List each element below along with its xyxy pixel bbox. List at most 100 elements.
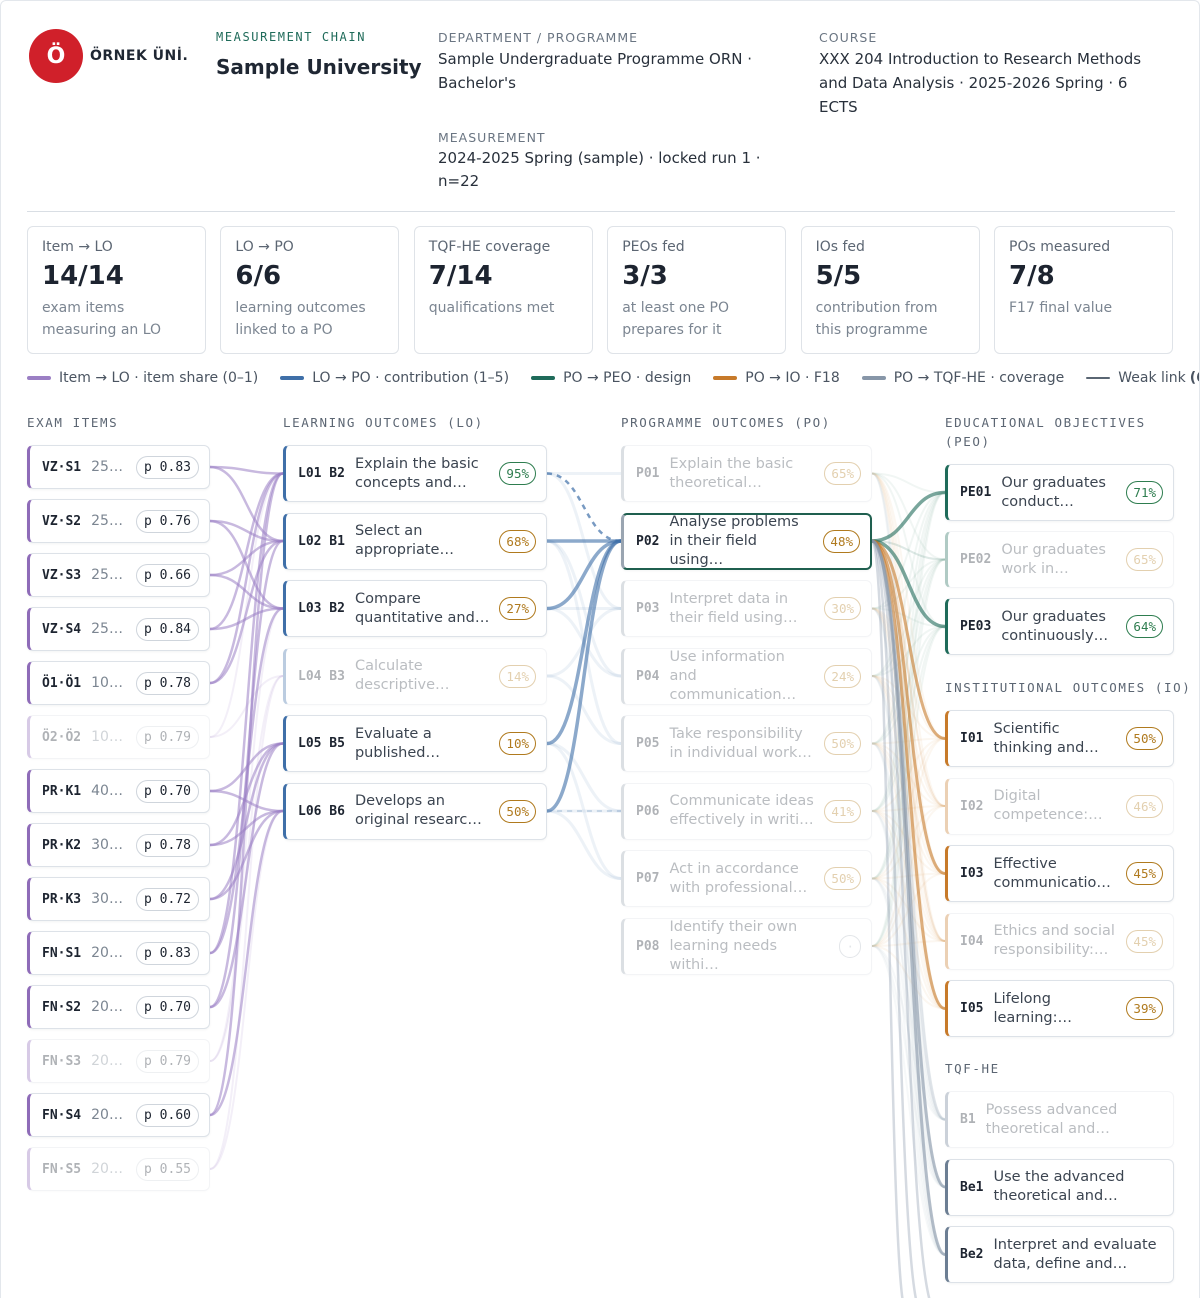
stat-card: PEOs fed 3/3 at least one PO prepares for … <box>607 226 787 354</box>
brand: ÖRNEK ÜNİ. <box>90 48 189 64</box>
link <box>871 810 946 1121</box>
node: FN·S3 20… p 0.79 <box>27 1039 210 1083</box>
node-badge: 45% <box>1126 929 1163 953</box>
node-code: I05 <box>960 1001 984 1016</box>
node-text: 20… <box>91 1160 123 1177</box>
link <box>871 742 946 1256</box>
node-badge: p 0.83 <box>136 455 199 479</box>
node-text: Communicate ideas effectively in writi… <box>669 793 814 828</box>
link <box>546 674 622 745</box>
node: PE01 Our graduates conduct… 71% <box>945 464 1174 521</box>
legend-swatch <box>713 376 738 380</box>
node: Ö1·Ö1 10… p 0.78 <box>27 661 210 705</box>
legend-count: (6) <box>1189 370 1199 386</box>
link <box>871 558 946 812</box>
node-code: VZ·S4 <box>42 621 82 637</box>
node-text: 25… <box>91 458 123 475</box>
link <box>871 945 946 1256</box>
link <box>209 519 284 543</box>
stat-note: contribution from this programme <box>815 300 938 338</box>
node-code: VZ·S2 <box>42 513 82 529</box>
node: PR·K2 30… p 0.78 <box>27 823 210 867</box>
node-code: L06 B6 <box>298 803 345 819</box>
node-code: FN·S2 <box>42 999 82 1015</box>
node: VZ·S3 25… p 0.66 <box>27 553 210 597</box>
stat-note: learning outcomes linked to a PO <box>235 300 366 338</box>
link <box>546 539 622 611</box>
node: PR·K1 40… p 0.70 <box>27 769 210 813</box>
node-badge: p 0.78 <box>136 671 199 695</box>
node-badge: 30% <box>824 597 861 620</box>
stat-label: IOs fed <box>815 239 865 255</box>
node-badge: 65% <box>824 462 861 485</box>
node-code: P01 <box>636 466 660 481</box>
node-code: P08 <box>636 938 660 954</box>
stat-label: LO → PO <box>235 239 294 255</box>
link <box>209 742 284 793</box>
node: PE03 Our graduates continuously… 64% <box>945 598 1174 655</box>
node: L01 B2 Explain the basic concepts and… 95% <box>283 445 547 502</box>
node-text: Compare quantitative and… <box>354 590 490 626</box>
stat-value: 6/6 <box>235 261 282 291</box>
link <box>871 877 946 1256</box>
link <box>209 607 284 1062</box>
stat-value: 3/3 <box>622 261 668 291</box>
link <box>871 540 946 942</box>
node-text: 20… <box>91 1106 123 1123</box>
node-code: PR·K3 <box>42 891 82 907</box>
link <box>209 742 284 901</box>
node: L06 B6 Develops an original researc… 50% <box>283 782 547 840</box>
node-code: PE02 <box>960 552 992 567</box>
node: Ö2·Ö2 10… p 0.79 <box>27 715 210 759</box>
link <box>871 940 946 947</box>
stat-note: qualifications met <box>428 300 555 316</box>
node-badge: 64% <box>1126 615 1163 638</box>
meta-label: MEASUREMENT <box>438 130 546 145</box>
node-code: I02 <box>960 798 984 814</box>
link <box>209 742 284 1009</box>
node-badge: 45% <box>1126 862 1163 885</box>
link <box>871 625 946 677</box>
node-text: Use the advanced theoretical and… <box>993 1169 1125 1204</box>
link <box>546 472 622 543</box>
link <box>546 742 622 880</box>
stat-label: Item → LO <box>42 239 113 255</box>
stat-label: PEOs fed <box>622 239 685 255</box>
link <box>209 539 284 577</box>
node-badge: p 0.72 <box>136 887 199 911</box>
meta-value: 2024-2025 Spring (sample) · locked run 1… <box>438 149 761 190</box>
link <box>209 472 284 685</box>
stat-card: POs measured 7/8 F17 final value <box>994 226 1173 354</box>
node-text: Analyse problems in their field using… <box>669 513 799 568</box>
link <box>871 805 946 812</box>
node-text: Effective communicatio… <box>993 855 1111 891</box>
node-text: 25… <box>91 512 123 529</box>
node-badge: 65% <box>1126 548 1163 571</box>
link <box>871 472 946 628</box>
node-code: P06 <box>636 803 660 819</box>
link <box>871 539 946 1256</box>
node: I05 Lifelong learning:… 39% <box>945 980 1174 1037</box>
node-code: VZ·S3 <box>42 567 82 583</box>
link <box>871 558 946 677</box>
eyebrow: MEASUREMENT CHAIN <box>216 30 367 44</box>
node-text: Develops an original researc… <box>354 793 482 828</box>
node: P03 Interpret data in their field using… 3… <box>621 580 872 637</box>
link <box>871 675 946 807</box>
node-badge: p 0.78 <box>136 833 199 857</box>
node-text: 10… <box>91 728 123 745</box>
title: Sample University <box>216 55 422 79</box>
link <box>209 472 284 955</box>
link <box>871 540 946 561</box>
link <box>871 737 946 745</box>
node-badge: 10% <box>499 732 536 755</box>
node-text: Explain the basic theoretical… <box>669 455 794 491</box>
link <box>546 539 622 813</box>
node: B1 Possess advanced theoretical and… <box>945 1091 1174 1148</box>
column-heading: PROGRAMME OUTCOMES (PO) <box>621 415 831 430</box>
meta-label: COURSE <box>819 30 878 45</box>
legend-item: Item → LO · item share (0–1) <box>27 370 258 386</box>
node: FN·S2 20… p 0.70 <box>27 985 210 1029</box>
node-badge: 71% <box>1126 481 1163 504</box>
